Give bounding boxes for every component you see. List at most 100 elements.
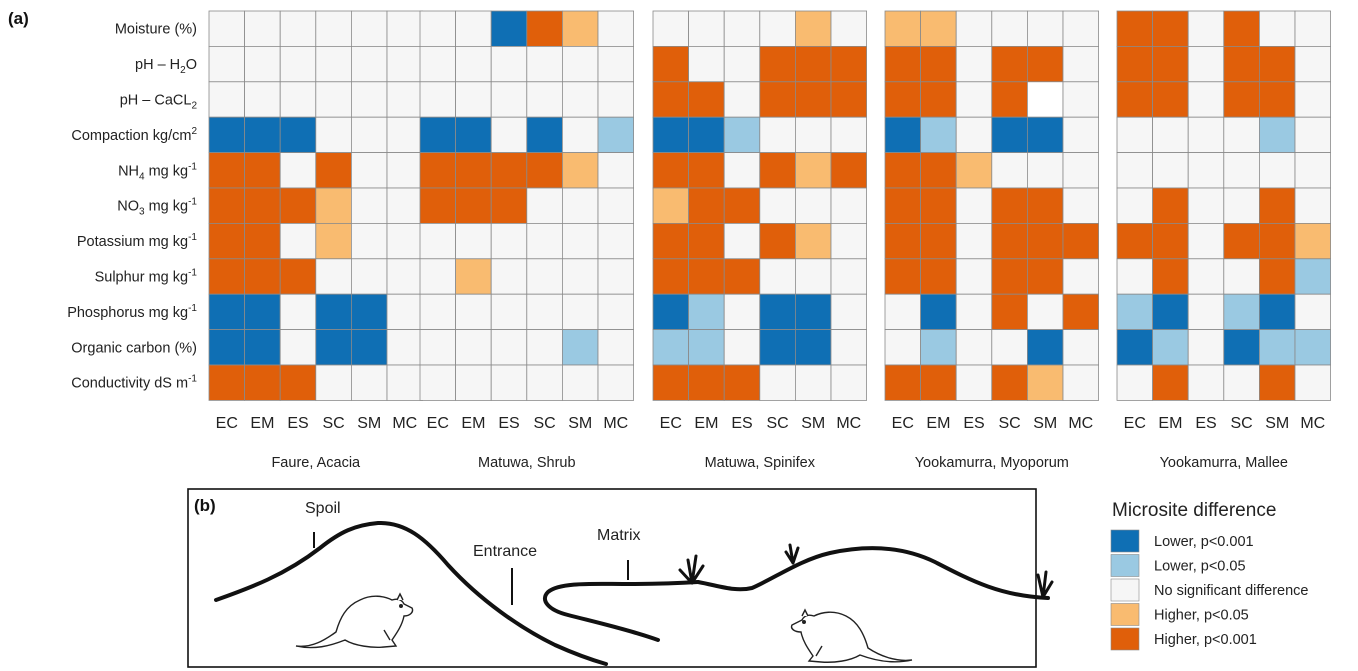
heatmap-cell	[490, 10, 528, 47]
heatmap-cell	[562, 258, 599, 295]
heatmap-cell	[386, 364, 423, 401]
heatmap-cell	[688, 293, 725, 331]
heatmap-cell	[208, 222, 245, 260]
heatmap-cell	[884, 364, 921, 401]
heatmap-cell	[920, 81, 957, 118]
heatmap-cell	[490, 364, 528, 401]
panel-a-label: (a)	[8, 9, 29, 28]
heatmap-cell	[597, 116, 634, 153]
heatmap-cell	[208, 293, 245, 331]
heatmap-cell	[688, 222, 725, 260]
heatmap-cell	[455, 46, 492, 83]
column-label: EC	[1124, 415, 1146, 432]
heatmap-cell	[419, 152, 456, 189]
heatmap-cell	[1187, 293, 1225, 331]
heatmap-cell	[991, 46, 1028, 83]
heatmap-cell	[723, 152, 761, 189]
heatmap-cell	[490, 258, 528, 295]
heatmap-cell	[1259, 46, 1296, 83]
heatmap-cell	[955, 116, 993, 153]
heatmap-cell	[526, 364, 563, 401]
heatmap-cell	[526, 81, 563, 118]
heatmap-cell	[1223, 81, 1260, 118]
heatmap-cell	[350, 329, 388, 366]
heatmap-cell	[1116, 46, 1153, 83]
heatmap-cell	[759, 258, 796, 295]
heatmap-cell	[1116, 187, 1153, 224]
row-label: Sulphur mg kg-1​	[95, 268, 198, 286]
row-label: NH4​ mg kg-1​	[118, 161, 197, 182]
heatmap-cell	[208, 81, 245, 118]
bettong-on-matrix-icon	[790, 608, 913, 663]
heatmap-cell	[991, 152, 1028, 189]
column-label: SC	[998, 415, 1020, 432]
heatmap-cell	[350, 258, 388, 295]
heatmap-cell	[688, 187, 725, 224]
heatmap-cell	[279, 46, 317, 83]
column-label: SC	[533, 415, 555, 432]
column-label: SC	[1230, 415, 1252, 432]
heatmap-cell	[830, 293, 867, 331]
heatmap-cell	[244, 10, 281, 47]
heatmap-cell	[350, 187, 388, 224]
heatmap-cell	[244, 364, 281, 401]
heatmap-cell	[723, 222, 761, 260]
heatmap-cell	[830, 222, 867, 260]
heatmap-cell	[1027, 293, 1064, 331]
heatmap-cell	[526, 222, 563, 260]
heatmap-cell	[386, 222, 423, 260]
legend-items: Lower, p<0.001 Lower, p<0.05 No significan…	[1110, 529, 1309, 651]
heatmap-cell	[419, 10, 456, 47]
heatmap-cell	[991, 187, 1028, 224]
heatmap-cell	[244, 258, 281, 295]
heatmap-cell	[350, 222, 388, 260]
heatmap-cell	[795, 81, 832, 118]
heatmap-cell	[884, 258, 921, 295]
heatmap-cell	[279, 116, 317, 153]
row-label: Conductivity dS m-1​	[71, 374, 197, 392]
heatmap-cell	[490, 46, 528, 83]
heatmap-cell	[652, 187, 689, 224]
heatmap-cell	[920, 46, 957, 83]
heatmap-cell	[688, 46, 725, 83]
column-label: MC	[603, 415, 628, 432]
heatmap-cell	[244, 222, 281, 260]
heatmap-cell	[955, 293, 993, 331]
heatmap-cell	[1259, 364, 1296, 401]
legend-label: Lower, p<0.05	[1154, 559, 1246, 575]
heatmap-cell	[1259, 10, 1296, 47]
heatmap-cell	[386, 152, 423, 189]
heatmap-cell	[597, 222, 634, 260]
matrix-ground-line	[696, 546, 1050, 600]
heatmap-cell	[315, 222, 352, 260]
heatmap-cell	[955, 222, 993, 260]
heatmap-cell	[208, 46, 245, 83]
legend-swatch	[1110, 627, 1140, 651]
column-label: SM	[1033, 415, 1057, 432]
legend-title: Microsite difference	[1112, 500, 1276, 521]
heatmap-cell	[350, 46, 388, 83]
heatmap-cell	[920, 116, 957, 153]
heatmap-cell	[1062, 187, 1099, 224]
heatmap-cell	[652, 81, 689, 118]
heatmap-cell	[1027, 329, 1064, 366]
heatmap-cell	[1152, 81, 1189, 118]
heatmap-cell	[1062, 116, 1099, 153]
heatmap-cell	[350, 293, 388, 331]
heatmap-cell	[688, 329, 725, 366]
heatmap-cell	[279, 81, 317, 118]
bettong-in-burrow-icon	[295, 592, 414, 649]
heatmap-cell	[795, 258, 832, 295]
heatmap-cell	[759, 10, 796, 47]
heatmap-cell	[1223, 258, 1260, 295]
heatmap-cell	[955, 10, 993, 47]
heatmap-cell	[315, 116, 352, 153]
heatmap-cell	[1294, 364, 1331, 401]
heatmap-cell	[688, 10, 725, 47]
heatmap-cell	[1294, 258, 1331, 295]
column-label: SM	[1265, 415, 1289, 432]
heatmap-cell	[723, 116, 761, 153]
heatmap-cell	[688, 116, 725, 153]
heatmap-cell	[1259, 187, 1296, 224]
heatmap-cell	[920, 258, 957, 295]
